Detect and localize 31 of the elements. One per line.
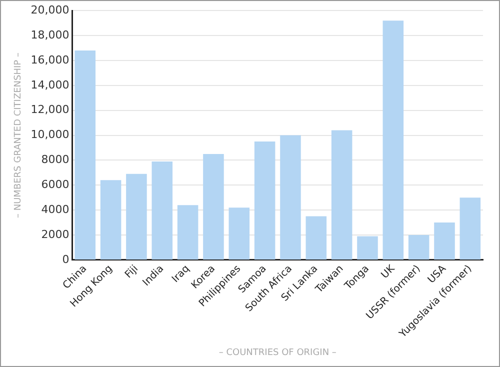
bar <box>280 135 301 260</box>
y-axis-title: – NUMBERS GRANTED CITIZENSHIP – <box>14 52 24 218</box>
bar <box>152 161 173 260</box>
bar <box>434 222 455 260</box>
bar <box>460 198 481 260</box>
bar <box>177 205 198 260</box>
bar <box>306 216 327 260</box>
y-tick-label: 16,000 <box>30 53 70 66</box>
bar <box>203 154 224 260</box>
bar <box>126 174 147 260</box>
y-tick-label: 2000 <box>41 228 70 241</box>
y-tick-label: 0 <box>62 252 70 266</box>
y-tick-label: 4000 <box>41 202 70 216</box>
bar <box>100 180 122 260</box>
y-tick-label: 6000 <box>41 178 70 191</box>
bar <box>228 208 250 260</box>
y-tick-label: 18,000 <box>30 28 70 42</box>
bar <box>357 236 378 260</box>
bar <box>254 142 276 260</box>
bar <box>331 130 352 260</box>
bar <box>382 20 404 260</box>
x-tick-label: Iraq <box>170 263 192 285</box>
x-axis-title: – COUNTRIES OF ORIGIN – <box>218 348 337 358</box>
y-tick-label: 12,000 <box>30 103 70 116</box>
y-tick-label: 10,000 <box>30 128 70 142</box>
x-tick-label: Fiji <box>123 263 140 281</box>
bar <box>74 50 96 260</box>
y-tick-label: 8000 <box>41 153 70 166</box>
y-tick-label: 14,000 <box>30 78 70 92</box>
bar <box>408 235 430 260</box>
y-tick-label: 20,000 <box>30 3 70 16</box>
